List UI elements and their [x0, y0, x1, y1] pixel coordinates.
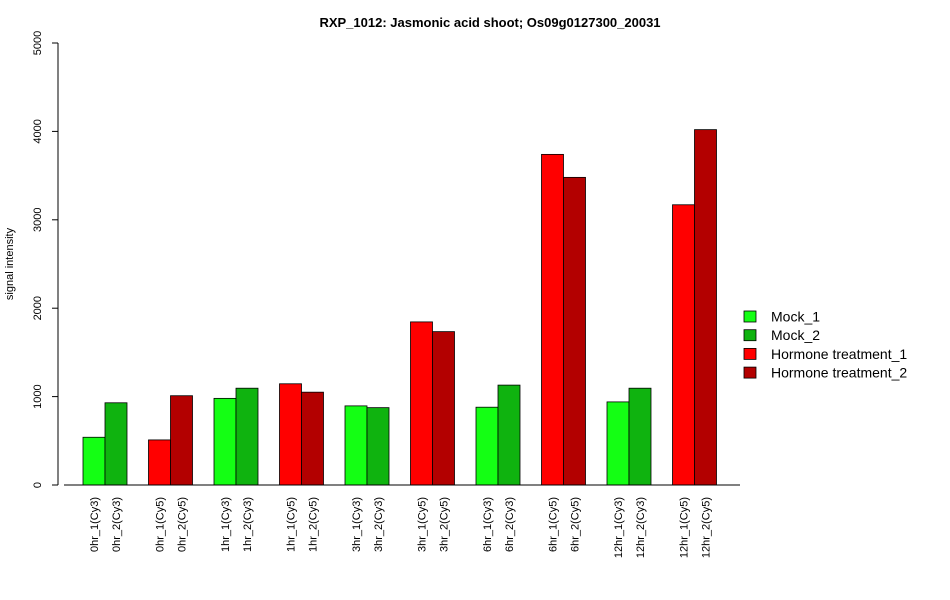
bar: [694, 129, 717, 486]
x-tick-label: 6hr_2(Cy5): [570, 497, 582, 552]
x-tick-label: 6hr_2(Cy3): [504, 497, 516, 552]
y-tick-label: 4000: [32, 119, 44, 143]
x-tick-label: 6hr_1(Cy5): [548, 497, 560, 552]
x-tick-label: 12hr_1(Cy3): [613, 497, 625, 558]
bar: [497, 384, 521, 486]
bar: [235, 387, 259, 486]
bar: [475, 406, 499, 486]
y-axis-label: signal intensity: [4, 227, 16, 300]
bar: [148, 439, 171, 486]
y-tick-label: 2000: [32, 296, 44, 320]
x-tick-label: 6hr_1(Cy3): [482, 497, 494, 552]
x-tick-label: 1hr_1(Cy3): [220, 497, 232, 552]
x-tick-label: 3hr_1(Cy3): [351, 497, 363, 552]
x-tick-label: 12hr_2(Cy5): [701, 497, 713, 558]
y-tick-label: 5000: [32, 31, 44, 55]
x-tick-label: 3hr_2(Cy5): [439, 497, 451, 552]
bar: [213, 397, 237, 486]
x-tick-label: 0hr_1(Cy3): [89, 497, 101, 552]
y-tick-label: 1000: [32, 384, 44, 408]
legend: Mock_1 Mock_2 Hormone treatment_1 Hormone t…: [743, 309, 907, 381]
legend-swatch: [743, 366, 757, 379]
legend-label: Mock_1: [771, 309, 820, 325]
bar: [541, 153, 564, 486]
x-tick-label: 0hr_2(Cy5): [177, 497, 189, 552]
chart-title: RXP_1012: Jasmonic acid shoot; Os09g0127…: [319, 15, 660, 30]
bar: [170, 395, 193, 486]
bar: [279, 383, 302, 486]
x-tick-label: 0hr_1(Cy5): [155, 497, 167, 552]
x-tick-label: 1hr_2(Cy3): [242, 497, 254, 552]
x-axis: 0hr_1(Cy3) 0hr_2(Cy3) 0hr_1(Cy5) 0hr_2(Cy5)…: [64, 484, 740, 558]
bar: [104, 402, 128, 486]
y-axis: 0 1000 2000 3000 4000 5000: [32, 31, 59, 488]
legend-label: Hormone treatment_2: [771, 365, 907, 381]
legend-swatch: [743, 347, 757, 360]
x-tick-label: 1hr_2(Cy5): [308, 497, 320, 552]
x-tick-label: 0hr_2(Cy3): [111, 497, 123, 552]
y-tick-label: 3000: [32, 208, 44, 232]
bar: [628, 387, 652, 486]
legend-label: Mock_2: [771, 327, 820, 343]
legend-swatch: [743, 329, 757, 342]
bar: [432, 331, 455, 486]
bar: [366, 407, 390, 486]
bar: [82, 436, 106, 486]
x-tick-label: 3hr_2(Cy3): [373, 497, 385, 552]
bar: [344, 405, 368, 486]
x-tick-label: 1hr_1(Cy5): [286, 497, 298, 552]
bar: [410, 321, 433, 486]
bar: [563, 176, 586, 486]
bar: [672, 204, 695, 486]
legend-swatch: [743, 310, 757, 323]
x-tick-label: 12hr_1(Cy5): [679, 497, 691, 558]
x-tick-label: 3hr_1(Cy5): [417, 497, 429, 552]
bars-group: [82, 129, 717, 486]
legend-label: Hormone treatment_1: [771, 346, 907, 362]
bar: [606, 401, 630, 486]
x-tick-label: 12hr_2(Cy3): [635, 497, 647, 558]
bar: [301, 391, 324, 486]
y-tick-label: 0: [32, 482, 44, 488]
